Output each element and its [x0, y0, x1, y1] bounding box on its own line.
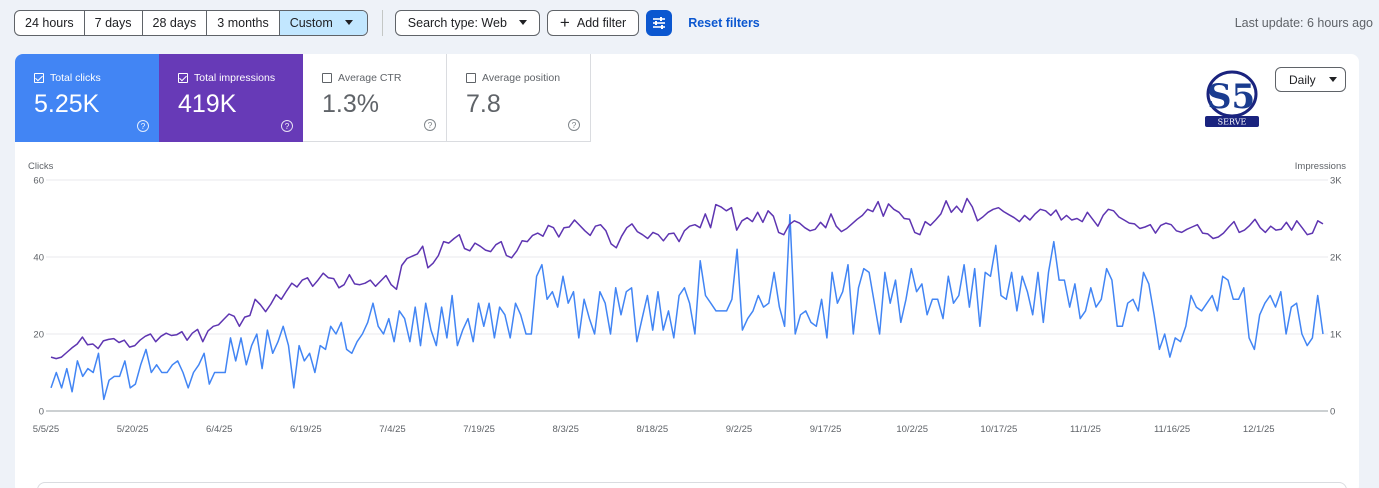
x-tick-label: 11/16/25: [1154, 424, 1190, 435]
metric-total-impressions[interactable]: Total impressions 419K ?: [159, 54, 303, 142]
impressions-series-line: [50, 197, 1324, 360]
plus-icon: +: [559, 13, 570, 32]
y2-tick-label: 0: [1330, 407, 1335, 418]
metric-label: Average CTR: [338, 72, 402, 84]
checkbox-checked-icon: [34, 73, 44, 83]
metric-value: 5.25K: [34, 90, 100, 118]
x-tick-label: 8/18/25: [636, 424, 668, 435]
x-tick-label: 11/1/25: [1070, 424, 1101, 435]
help-icon[interactable]: ?: [568, 119, 580, 131]
metric-average-position[interactable]: Average position 7.8 ?: [447, 54, 591, 142]
last-update-text: Last update: 6 hours ago: [1234, 15, 1373, 30]
x-tick-label: 8/3/25: [553, 424, 579, 435]
metric-tiles: Total clicks 5.25K ? Total impressions 4…: [15, 54, 591, 142]
add-filter-button[interactable]: + Add filter: [546, 9, 640, 36]
help-icon[interactable]: ?: [424, 119, 436, 131]
reset-filters-link[interactable]: Reset filters: [688, 15, 760, 30]
checkbox-unchecked-icon: [322, 73, 332, 83]
metric-label: Average position: [482, 72, 561, 84]
chevron-down-icon: [344, 20, 353, 25]
range-7-days-button[interactable]: 7 days: [85, 10, 143, 35]
search-type-dropdown[interactable]: Search type: Web: [394, 9, 540, 36]
clicks-series-line: [50, 213, 1324, 401]
x-tick-label: 9/17/25: [810, 424, 842, 435]
metric-total-clicks[interactable]: Total clicks 5.25K ?: [15, 54, 159, 142]
y2-tick-label: 3K: [1330, 176, 1342, 187]
metric-average-ctr[interactable]: Average CTR 1.3% ?: [303, 54, 447, 142]
performance-card: Total clicks 5.25K ? Total impressions 4…: [15, 54, 1359, 488]
range-3-months-button[interactable]: 3 months: [207, 10, 280, 35]
chevron-down-icon: [1328, 77, 1337, 82]
logo-text: S5: [1207, 77, 1255, 117]
x-tick-label: 5/20/25: [117, 424, 149, 435]
y2-tick-label: 2K: [1330, 253, 1342, 264]
x-tick-label: 9/2/25: [726, 424, 752, 435]
y-axis-label: Clicks: [28, 161, 54, 172]
date-range-selector: 24 hours 7 days 28 days 3 months Custom: [14, 9, 368, 36]
x-tick-label: 10/2/25: [896, 424, 928, 435]
y-tick-label: 20: [33, 330, 44, 341]
y-tick-label: 60: [33, 176, 44, 187]
site-logo: S5 SERVE: [1205, 70, 1259, 127]
filter-sliders-icon: [653, 16, 666, 29]
metric-label: Total impressions: [194, 72, 276, 84]
x-tick-label: 7/4/25: [379, 424, 405, 435]
chevron-down-icon: [518, 20, 527, 25]
toolbar: 24 hours 7 days 28 days 3 months Custom …: [14, 9, 1373, 36]
y-tick-label: 0: [39, 407, 44, 418]
x-tick-label: 10/17/25: [980, 424, 1017, 435]
queries-panel: [37, 482, 1347, 488]
y2-axis-label: Impressions: [1295, 161, 1346, 172]
metric-value: 419K: [178, 90, 237, 118]
checkbox-checked-icon: [178, 73, 188, 83]
x-tick-label: 6/19/25: [290, 424, 322, 435]
granularity-dropdown[interactable]: Daily: [1275, 67, 1346, 92]
help-icon[interactable]: ?: [137, 120, 149, 132]
x-tick-label: 7/19/25: [463, 424, 495, 435]
add-filter-label: Add filter: [576, 15, 627, 30]
range-28-days-button[interactable]: 28 days: [143, 10, 208, 35]
x-tick-label: 12/1/25: [1243, 424, 1275, 435]
search-type-label: Search type: Web: [407, 15, 507, 30]
filter-settings-button[interactable]: [646, 9, 673, 36]
metric-value: 1.3%: [322, 90, 379, 118]
toolbar-divider: [381, 9, 383, 36]
metric-value: 7.8: [466, 90, 501, 118]
x-tick-label: 5/5/25: [33, 424, 59, 435]
y-tick-label: 40: [33, 253, 44, 264]
range-custom-label: Custom: [289, 15, 333, 30]
help-icon[interactable]: ?: [281, 120, 293, 132]
metric-label: Total clicks: [50, 72, 101, 84]
granularity-label: Daily: [1289, 72, 1316, 87]
performance-chart: Clicks Impressions 0 0 20 1K 40 2K 60 3K 5/5/25 5/2…: [28, 161, 1346, 435]
logo-caption: SERVE: [1218, 118, 1247, 127]
checkbox-unchecked-icon: [466, 73, 476, 83]
y2-tick-label: 1K: [1330, 330, 1342, 341]
range-custom-button[interactable]: Custom: [279, 10, 367, 35]
x-tick-label: 6/4/25: [206, 424, 232, 435]
range-24-hours-button[interactable]: 24 hours: [15, 10, 85, 35]
